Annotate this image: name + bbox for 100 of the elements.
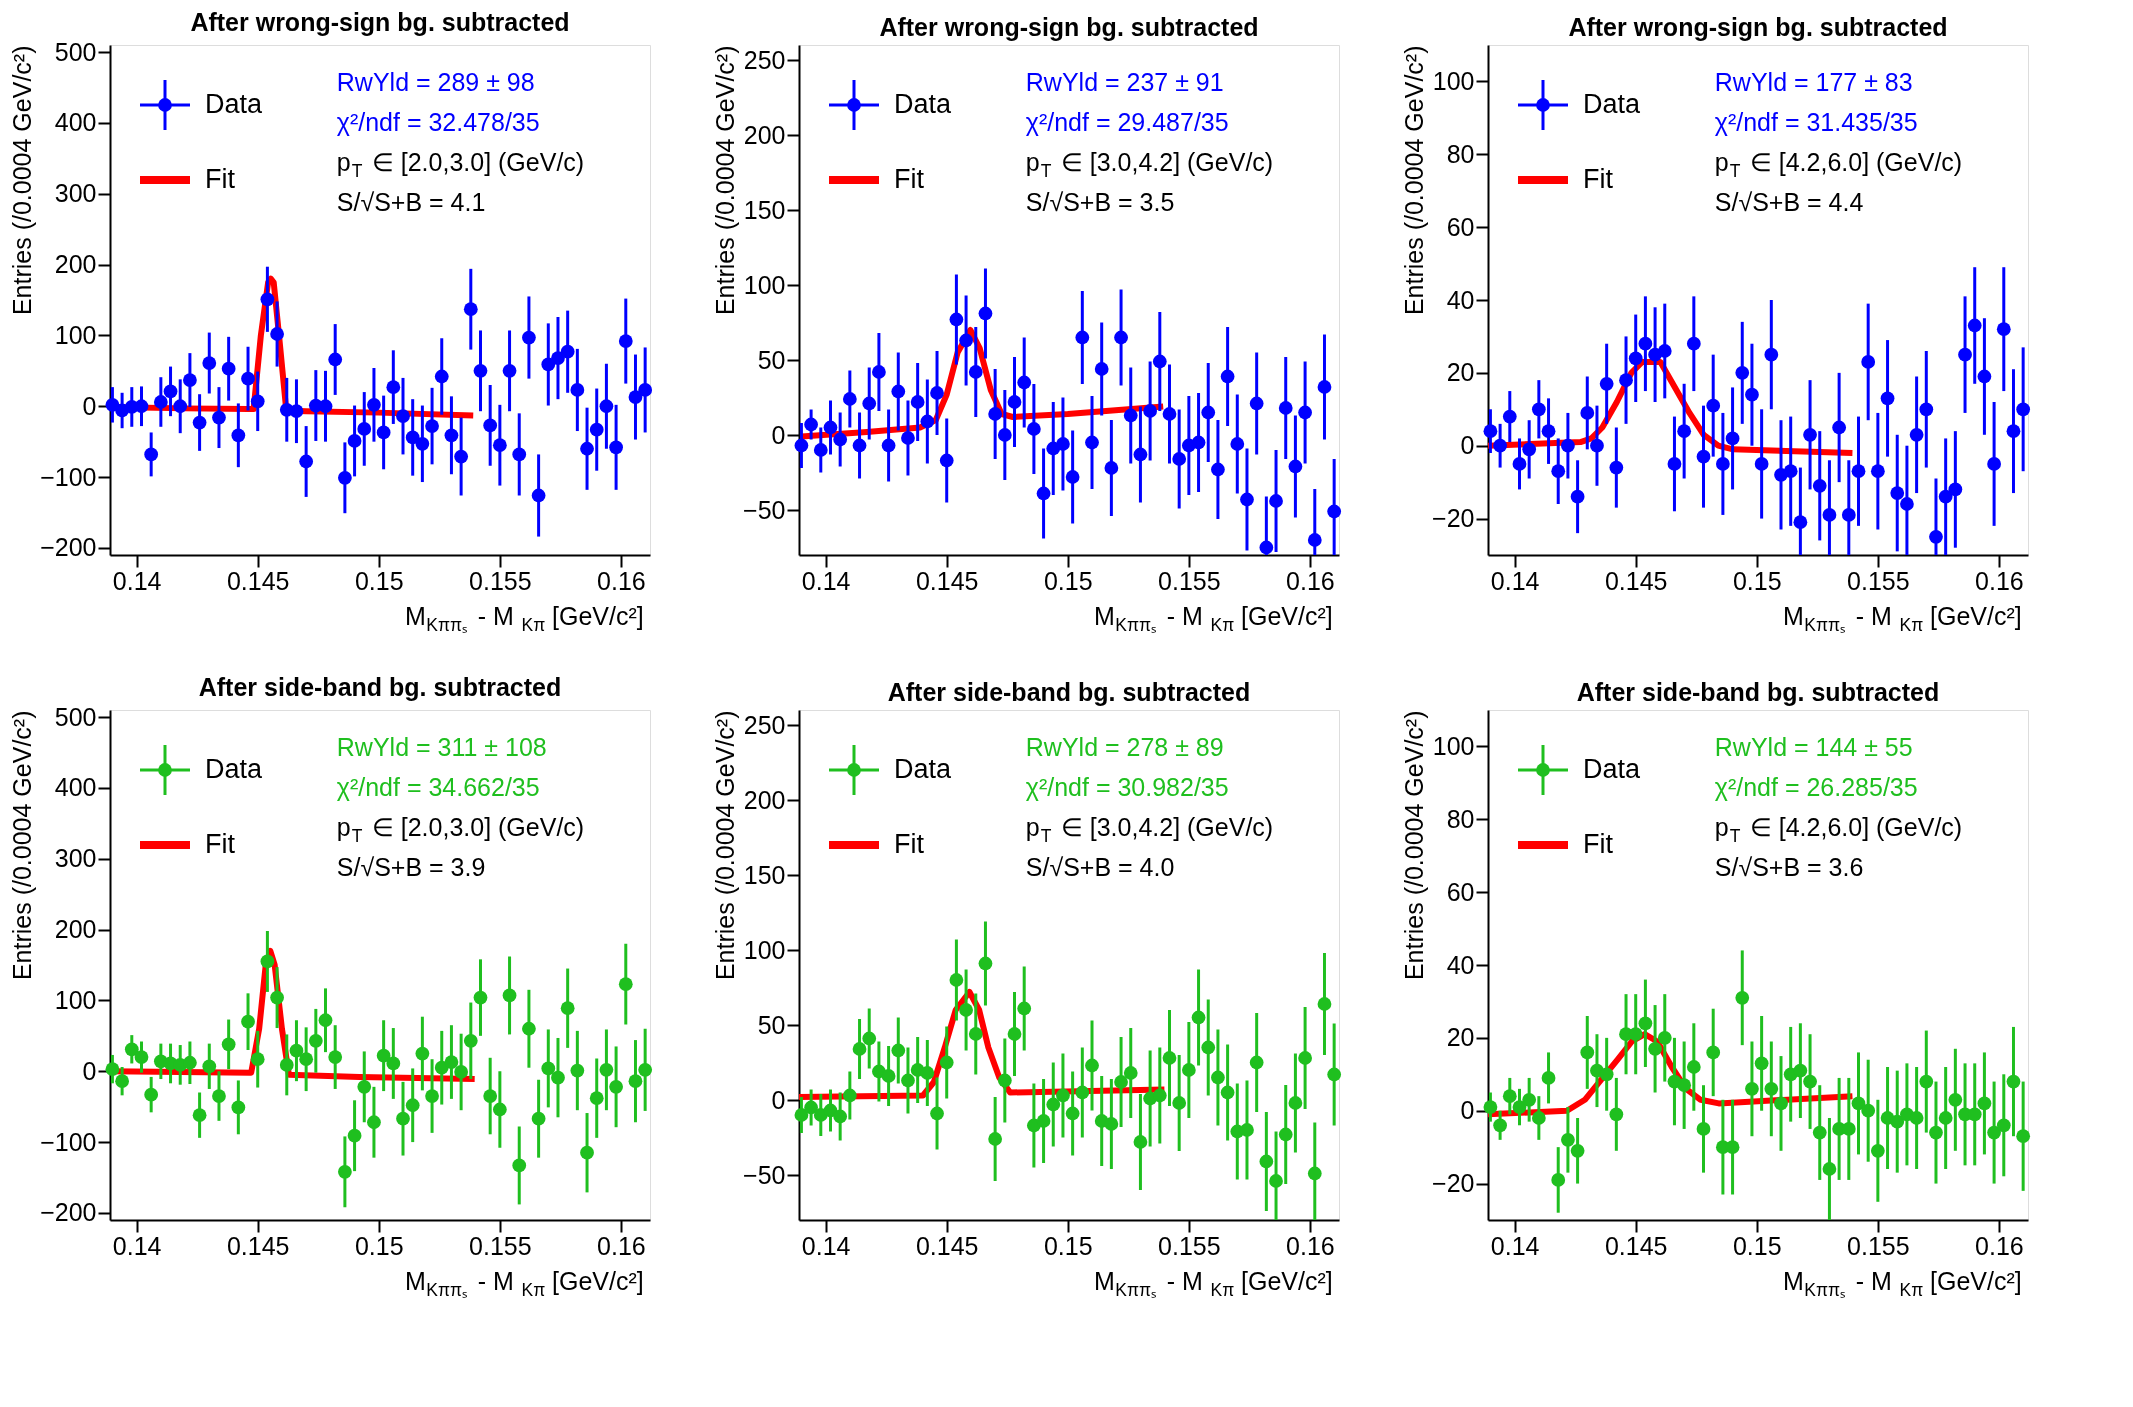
point (1967, 1107, 1982, 1122)
point (250, 394, 265, 409)
x-tick-label: 0.16 (1975, 1231, 2024, 1260)
point (1628, 351, 1643, 366)
point (376, 1048, 391, 1063)
x-tick-label: 0.16 (597, 1231, 646, 1260)
y-tick-label: 200 (743, 785, 786, 814)
annotation: χ²/ndf = 29.487/35 (1025, 108, 1229, 136)
point (1502, 1089, 1517, 1104)
point (551, 351, 565, 365)
x-tick-label: 0.15 (354, 566, 404, 595)
point (1531, 1111, 1546, 1125)
point (891, 384, 906, 399)
point (1987, 1125, 2001, 1140)
point (231, 1100, 246, 1115)
point (930, 1106, 944, 1121)
annotation: χ²/ndf = 31.435/35 (1714, 108, 1918, 136)
point (1288, 1096, 1303, 1110)
y-tick-label: 0 (82, 391, 97, 420)
point (1619, 373, 1633, 388)
x-tick-label: 0.155 (469, 1231, 532, 1260)
point (1745, 1081, 1759, 1096)
x-tick-label: 0.155 (1847, 566, 1910, 595)
legend-label: Data (894, 754, 953, 784)
legend-label: Data (1583, 89, 1642, 119)
point (1880, 391, 1895, 406)
point (308, 1033, 323, 1048)
point (124, 1042, 139, 1057)
point (1307, 533, 1322, 547)
point (1046, 1097, 1061, 1112)
point (1240, 492, 1254, 507)
x-tick-label: 0.14 (112, 1231, 162, 1260)
point (1541, 424, 1556, 439)
point (1725, 1140, 1740, 1155)
point (1075, 330, 1090, 345)
point (1938, 489, 1953, 504)
point (1288, 459, 1303, 474)
point (589, 422, 604, 437)
point (1580, 1045, 1595, 1060)
point (1861, 1103, 1876, 1118)
x-tick-label: 0.16 (1286, 566, 1335, 595)
point (1657, 344, 1672, 358)
y-tick-label: 60 (1446, 877, 1475, 906)
y-axis-title: Entries (/0.0004 GeV/c²) (711, 710, 740, 981)
point (512, 447, 527, 462)
legend-label: Fit (894, 829, 925, 859)
point (997, 1073, 1012, 1088)
point (1123, 1066, 1138, 1080)
point (1017, 375, 1032, 390)
point (1056, 1088, 1070, 1103)
x-tick-label: 0.155 (469, 566, 532, 595)
y-tick-label: 50 (757, 345, 786, 374)
legend-label: Data (205, 754, 264, 784)
point (1017, 1001, 1032, 1016)
point (376, 425, 391, 440)
y-tick-label: 500 (54, 702, 97, 731)
point (2006, 424, 2021, 439)
point (1948, 1092, 1963, 1107)
point (589, 1091, 604, 1106)
y-tick-label: 300 (54, 844, 97, 873)
point (609, 1079, 623, 1094)
chart-title: After side-band bg. subtracted (887, 678, 1251, 706)
point (1162, 1051, 1177, 1065)
point (881, 438, 896, 453)
point (289, 404, 304, 419)
point (1686, 1060, 1701, 1074)
y-tick-label: −100 (40, 462, 97, 491)
y-axis-title: Entries (/0.0004 GeV/c²) (711, 45, 740, 316)
y-tick-label: 80 (1446, 804, 1475, 833)
point (357, 422, 372, 436)
annotation: S/√S+B = 3.5 (1025, 188, 1175, 216)
point (618, 334, 633, 348)
point (483, 418, 498, 433)
point (1599, 376, 1614, 391)
x-tick-label: 0.145 (1604, 1231, 1668, 1260)
point (1133, 1135, 1148, 1149)
point (473, 990, 488, 1005)
point (1075, 1085, 1090, 1100)
y-axis-title: Entries (/0.0004 GeV/c²) (1400, 45, 1429, 316)
point (901, 431, 915, 445)
point (862, 1031, 877, 1046)
point (1104, 1117, 1119, 1131)
y-tick-label: 0 (1460, 1096, 1475, 1125)
point (910, 395, 925, 409)
point (1114, 330, 1128, 345)
y-tick-label: 200 (54, 250, 97, 279)
point (415, 1046, 430, 1061)
y-tick-label: 0 (771, 1085, 786, 1114)
point (1609, 460, 1624, 475)
point (1056, 437, 1070, 451)
x-tick-label: 0.14 (1490, 566, 1540, 595)
point (1599, 1067, 1614, 1082)
point (959, 1003, 973, 1017)
y-tick-label: 20 (1446, 1023, 1475, 1052)
point (1929, 529, 1943, 544)
point (1085, 435, 1099, 450)
point (1240, 1123, 1254, 1137)
x-tick-label: 0.14 (1490, 1231, 1540, 1260)
point (1551, 464, 1566, 479)
point (1152, 354, 1167, 369)
